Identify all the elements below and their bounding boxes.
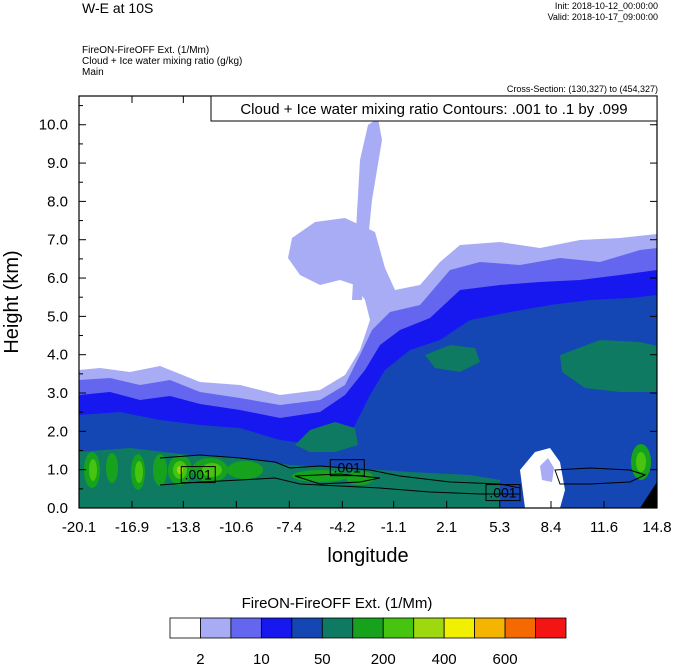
chart-title: W-E at 10S: [82, 0, 154, 16]
colorbar-label: 200: [371, 651, 396, 667]
x-tick-label: 5.3: [489, 519, 510, 536]
colorbar-swatch: [321, 617, 354, 639]
terrain-mask: [640, 482, 657, 508]
cross-section-label: Cross-Section: (130,327) to (454,327): [506, 84, 658, 94]
x-tick-label: -10.6: [219, 519, 253, 536]
init-time: Init: 2018-10-12_00:00:00: [554, 1, 658, 11]
contour-info-box: [210, 95, 658, 122]
x-tick-label: 14.8: [642, 519, 671, 536]
colorbar-swatch: [169, 617, 201, 639]
x-tick-label: -1.1: [381, 519, 407, 536]
x-tick-label: -13.8: [166, 519, 200, 536]
colorbar-swatch: [382, 617, 415, 639]
colorbar-label: 600: [493, 651, 518, 667]
contour-band-200-low: [79, 295, 657, 508]
lime-core: [636, 452, 646, 472]
y-tick-label: 3.0: [47, 385, 68, 402]
colorbar-swatch: [535, 617, 567, 639]
x-tick-label: 11.6: [590, 519, 618, 536]
field-label-contour: Cloud + Ice water mixing ratio (g/kg): [82, 56, 243, 67]
x-tick-label: -4.2: [329, 519, 355, 536]
y-axis-title: Height (km): [1, 250, 23, 353]
lime-core: [89, 459, 97, 481]
colorbar-swatch: [352, 617, 384, 639]
valid-time: Valid: 2018-10-17_09:00:00: [547, 12, 658, 22]
y-tick-label: 9.0: [47, 155, 68, 172]
x-axis-title: longitude: [327, 545, 408, 567]
green-core: [346, 471, 374, 485]
contour-band-clear-gap-edge: [540, 458, 554, 482]
contour-band-teal-b: [425, 345, 480, 372]
colorbar-swatch: [443, 617, 476, 639]
y-tick-label: 8.0: [47, 193, 68, 210]
contour-label-box: [180, 466, 216, 484]
contour-line: [159, 477, 520, 495]
y-tick-label: 5.0: [47, 308, 68, 325]
contour-info-text: Cloud + Ice water mixing ratio Contours:…: [240, 101, 627, 118]
colorbar-swatch: [200, 617, 232, 639]
x-tick-label: 8.4: [541, 519, 562, 536]
filled-contours: [79, 118, 657, 508]
lime-core: [135, 461, 143, 483]
x-tick-label: 2.1: [436, 519, 457, 536]
x-tick-label: -20.1: [62, 519, 96, 536]
y-tick-label: 0.0: [47, 500, 68, 517]
colorbar-label: 10: [253, 651, 270, 667]
colorbar-label: 2: [196, 651, 204, 667]
contour-label: .001: [185, 467, 212, 483]
contour-band-teal-c: [560, 340, 657, 392]
contour-line: [554, 467, 647, 485]
x-tick-label: -16.9: [115, 519, 149, 536]
colorbar-swatch: [413, 617, 445, 639]
green-core: [227, 461, 263, 479]
field-label-primary: FireON-FireOFF Ext. (1/Mm): [82, 45, 210, 56]
contour-lines: [159, 454, 647, 495]
contour-band-2-tower: [352, 118, 382, 300]
contour-label-box: [485, 484, 521, 502]
contour-label-box: [329, 459, 365, 477]
colorbar-swatch: [291, 617, 323, 639]
y-tick-label: 2.0: [47, 423, 68, 440]
contour-label: .001: [489, 485, 516, 501]
colorbar-swatch: [504, 617, 536, 639]
colorbar-swatch: [474, 617, 506, 639]
y-tick-label: 4.0: [47, 347, 68, 364]
contour-line: [294, 473, 381, 485]
green-core: [106, 453, 118, 483]
green-core: [153, 454, 167, 486]
colorbar-swatch: [260, 617, 293, 639]
x-tick-label: -7.4: [276, 519, 302, 536]
y-tick-label: 6.0: [47, 270, 68, 287]
y-tick-label: 1.0: [47, 462, 68, 479]
contour-line: [159, 454, 521, 489]
colorbar-swatch: [230, 617, 262, 639]
y-tick-label: 10.0: [39, 117, 68, 134]
y-tick-label: 7.0: [47, 232, 68, 249]
colorbar-label: 400: [432, 651, 457, 667]
colorbar-label: 50: [314, 651, 331, 667]
contour-band-teal-a: [295, 422, 358, 452]
colorbar-title: FireON-FireOFF Ext. (1/Mm): [241, 595, 433, 612]
domain-label: Main: [82, 67, 104, 78]
contour-label: .001: [334, 460, 361, 476]
lime-cores: [89, 452, 646, 483]
